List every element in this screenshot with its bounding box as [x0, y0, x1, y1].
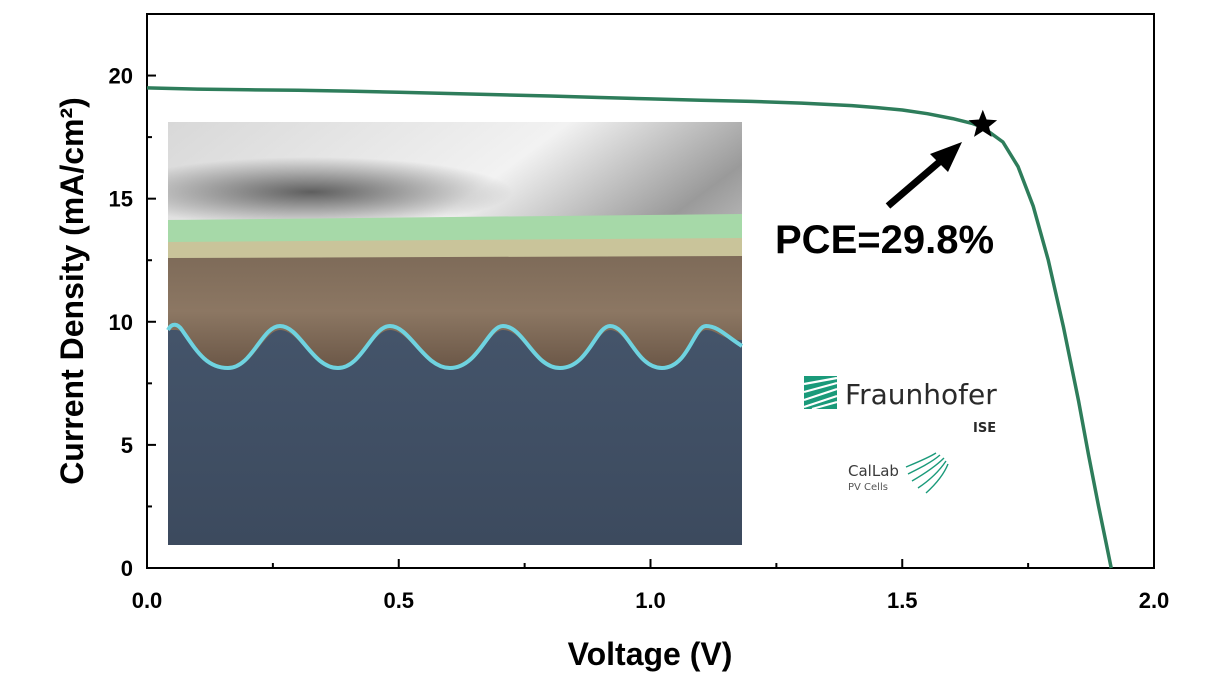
mpp-arrow [885, 142, 962, 209]
callab-pv-cells-logo: CalLab PV Cells [848, 452, 949, 494]
callab-rays-icon [905, 452, 949, 494]
x-tick-label: 0.0 [132, 588, 163, 613]
y-tick-label: 5 [121, 433, 133, 458]
callab-text: CalLab [848, 462, 899, 480]
sem-cross-section-image [166, 122, 744, 545]
mpp-star-marker [968, 109, 998, 137]
pce-annotation: PCE=29.8% [775, 218, 994, 262]
fraunhofer-stripes-icon [803, 376, 838, 411]
y-tick-label: 10 [109, 310, 133, 335]
y-axis-title: Current Density (mA/cm²) [54, 97, 90, 485]
x-tick-label: 1.5 [887, 588, 918, 613]
y-axis-ticks: 0 5 10 15 20 [109, 64, 156, 581]
y-tick-label: 15 [109, 187, 133, 212]
y-tick-label: 20 [109, 64, 133, 89]
x-axis-title: Voltage (V) [568, 636, 733, 672]
pv-cells-text: PV Cells [848, 482, 888, 493]
jv-series-line [146, 86, 1113, 569]
x-tick-label: 2.0 [1139, 588, 1170, 613]
x-tick-label: 0.5 [383, 588, 414, 613]
fraunhofer-ise-logo: Fraunhofer ISE [803, 376, 997, 436]
fraunhofer-text: Fraunhofer [845, 378, 997, 411]
x-axis-ticks: 0.0 0.5 1.0 1.5 2.0 [132, 559, 1170, 613]
y-tick-label: 0 [121, 556, 133, 581]
ise-text: ISE [973, 421, 996, 436]
x-tick-label: 1.0 [635, 588, 666, 613]
